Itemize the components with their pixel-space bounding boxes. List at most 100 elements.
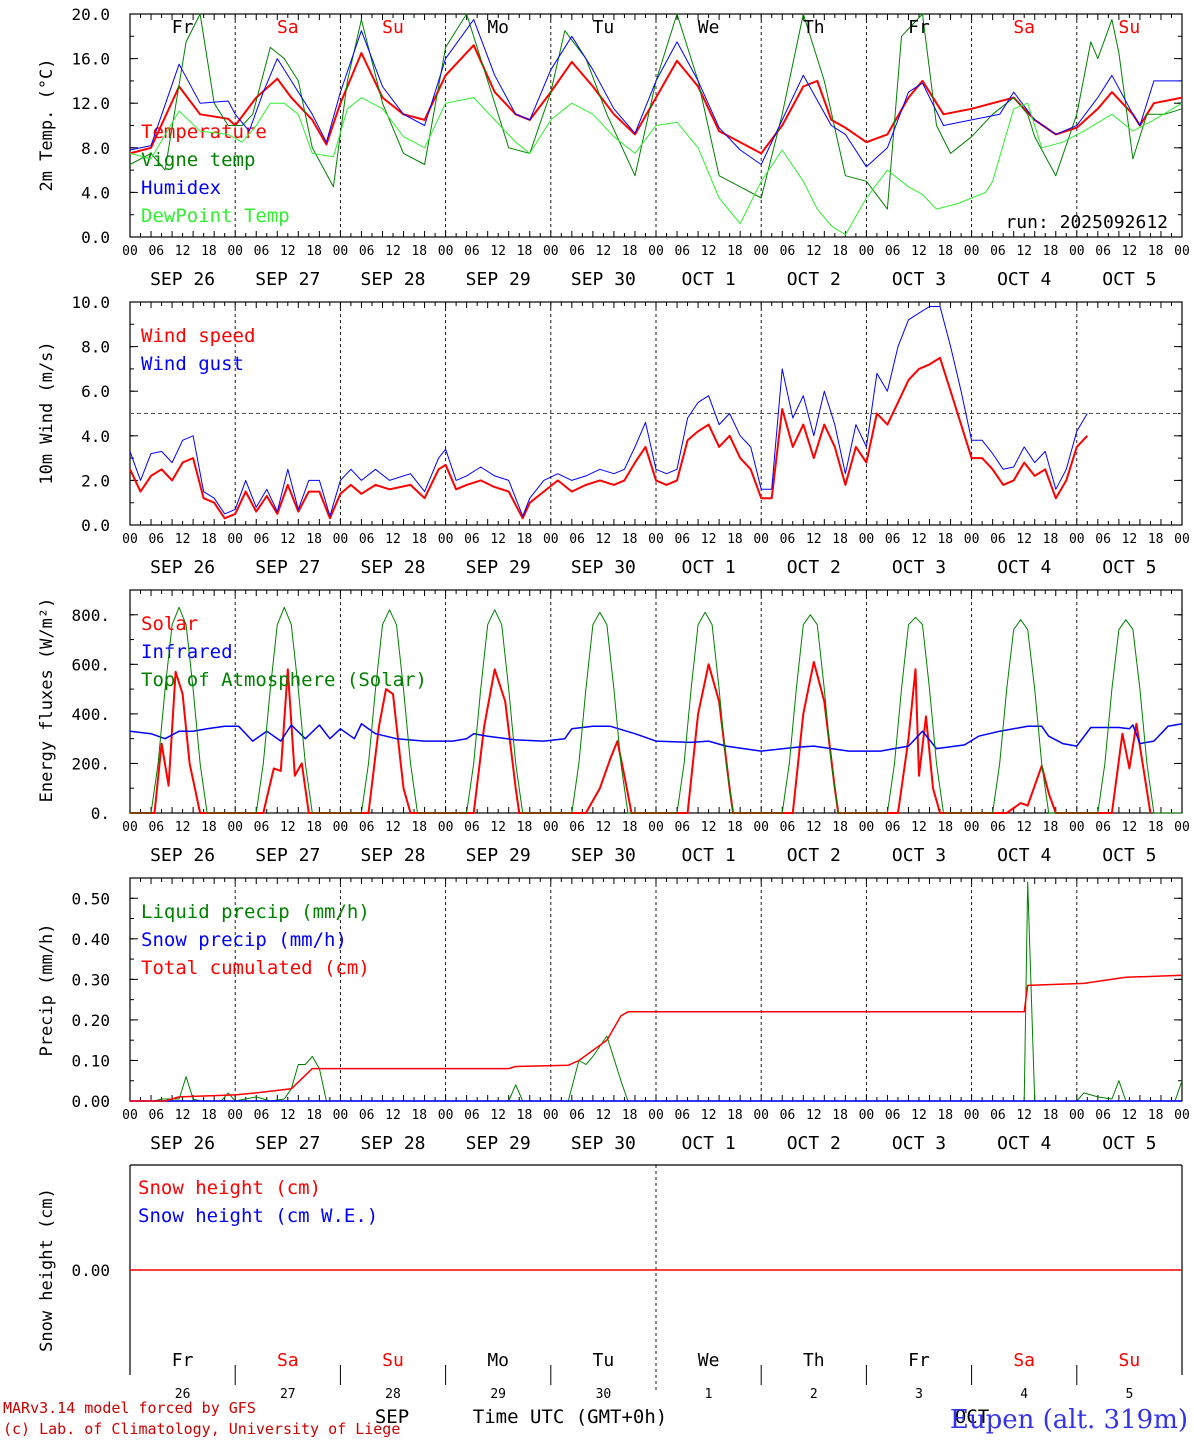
hour-tick-label: 06: [674, 1108, 690, 1123]
legend-wind-gust: Wind gust: [141, 353, 244, 375]
date-label: OCT 4: [997, 1133, 1051, 1154]
panel-2: 00 06 12 18 00 06 12 18 00 06 12 18 00 06 12 18 00 06 12 18…: [37, 293, 1190, 578]
hour-tick-label: 00: [964, 820, 980, 835]
date-label: OCT 4: [997, 557, 1051, 578]
hour-tick-label: 00: [1174, 244, 1190, 259]
date-label: SEP 30: [571, 1133, 636, 1154]
hour-tick-label: 18: [622, 532, 638, 547]
day-number-label: 4: [1020, 1387, 1028, 1402]
hour-tick-label: 12: [596, 244, 612, 259]
legend-snow-height-cm-w-e-: Snow height (cm W.E.): [138, 1205, 378, 1227]
hour-tick-label: 12: [1016, 1108, 1032, 1123]
hour-tick-label: 00: [438, 532, 454, 547]
hour-tick-label: 06: [148, 532, 164, 547]
weekday-label: Mo: [487, 17, 509, 38]
hour-tick-label: 18: [727, 532, 743, 547]
hour-tick-label: 06: [464, 244, 480, 259]
hour-tick-label: 18: [306, 244, 322, 259]
weekday-label: Th: [803, 17, 825, 38]
hour-tick-label: 18: [1148, 244, 1164, 259]
hour-tick-label: 18: [622, 244, 638, 259]
panel-5: 0.00 Snow height (cm) Snow height (cm) Snow…: [37, 1164, 1183, 1402]
hour-tick-label: 06: [148, 244, 164, 259]
hour-tick-label: 12: [1122, 532, 1138, 547]
run-label: run: 2025092612: [1005, 212, 1168, 233]
weekday-label: Fr: [908, 17, 930, 38]
day-number-label: 29: [490, 1387, 506, 1402]
series-line-wind-speed: [129, 356, 1089, 520]
weekday-label: Sa: [1013, 1350, 1035, 1371]
hour-tick-label: 06: [780, 244, 796, 259]
hour-tick-label: 06: [885, 244, 901, 259]
hour-tick-label: 06: [464, 820, 480, 835]
hour-tick-label: 12: [175, 1108, 191, 1123]
hour-tick-label: 00: [227, 532, 243, 547]
hour-tick-label: 12: [806, 244, 822, 259]
hour-tick-label: 12: [280, 820, 296, 835]
hour-tick-label: 12: [806, 532, 822, 547]
hour-tick-label: 06: [885, 1108, 901, 1123]
weekday-label: Fr: [172, 17, 194, 38]
date-label: SEP 29: [466, 845, 531, 866]
hour-tick-label: 06: [464, 1108, 480, 1123]
hour-tick-label: 18: [306, 1108, 322, 1123]
hour-tick-label: 06: [1095, 820, 1111, 835]
y-tick-label: 200.: [71, 754, 110, 773]
date-label: SEP 29: [466, 1133, 531, 1154]
hour-tick-label: 00: [1069, 820, 1085, 835]
date-label: SEP 27: [255, 269, 320, 290]
y-tick-label: 600.: [71, 655, 110, 674]
panel-1: 00 06 12 18 00 06 12 18 00 06 12 18 00 06 12 18 00 06 12 18…: [37, 5, 1190, 290]
hour-tick-label: 00: [859, 820, 875, 835]
legend-snow-height-cm-: Snow height (cm): [138, 1177, 321, 1199]
weekday-label: Tu: [593, 17, 615, 38]
day-number-label: 26: [175, 1387, 191, 1402]
day-number-label: 5: [1125, 1387, 1133, 1402]
y-tick-label: 8.0: [81, 338, 110, 357]
hour-tick-label: 12: [911, 1108, 927, 1123]
hour-tick-label: 12: [596, 532, 612, 547]
hour-tick-label: 18: [937, 1108, 953, 1123]
hour-tick-label: 00: [227, 820, 243, 835]
legend-total-cumulated-cm-: Total cumulated (cm): [141, 957, 370, 979]
hour-tick-label: 12: [490, 1108, 506, 1123]
series-line-infrared: [129, 723, 1183, 752]
y-tick-label: 12.0: [71, 94, 110, 113]
date-label: OCT 1: [682, 557, 736, 578]
hour-tick-label: 18: [832, 1108, 848, 1123]
hour-tick-label: 18: [1148, 1108, 1164, 1123]
hour-tick-label: 12: [1122, 244, 1138, 259]
weekday-label: Mo: [487, 1350, 509, 1371]
y-axis-label: 2m Temp. (°C): [37, 58, 57, 191]
weekday-label: We: [698, 1350, 720, 1371]
hour-tick-label: 00: [1069, 244, 1085, 259]
hour-tick-label: 12: [596, 820, 612, 835]
hour-tick-label: 18: [1043, 532, 1059, 547]
hour-tick-label: 00: [964, 244, 980, 259]
hour-tick-label: 00: [438, 820, 454, 835]
hour-tick-label: 18: [1148, 820, 1164, 835]
hour-tick-label: 18: [517, 244, 533, 259]
hour-tick-label: 00: [333, 1108, 349, 1123]
hour-tick-label: 00: [1174, 820, 1190, 835]
weekday-label: We: [698, 17, 720, 38]
date-label: OCT 3: [892, 1133, 946, 1154]
date-label: OCT 5: [1102, 1133, 1156, 1154]
date-label: OCT 4: [997, 845, 1051, 866]
hour-tick-label: 00: [438, 1108, 454, 1123]
y-tick-label: 6.0: [81, 382, 110, 401]
date-label: SEP 27: [255, 557, 320, 578]
hour-tick-label: 18: [201, 532, 217, 547]
footer-month-oct: OCT: [955, 1406, 989, 1428]
date-label: OCT 1: [682, 845, 736, 866]
hour-tick-label: 12: [385, 820, 401, 835]
y-tick-label: 0.: [91, 804, 110, 823]
hour-tick-label: 12: [701, 820, 717, 835]
hour-tick-label: 00: [227, 244, 243, 259]
hour-tick-label: 12: [490, 244, 506, 259]
date-label: SEP 26: [150, 1133, 215, 1154]
hour-tick-label: 18: [622, 820, 638, 835]
legend-dewpoint-temp: DewPoint Temp: [141, 205, 290, 227]
y-tick-label: 400.: [71, 705, 110, 724]
date-label: SEP 27: [255, 845, 320, 866]
